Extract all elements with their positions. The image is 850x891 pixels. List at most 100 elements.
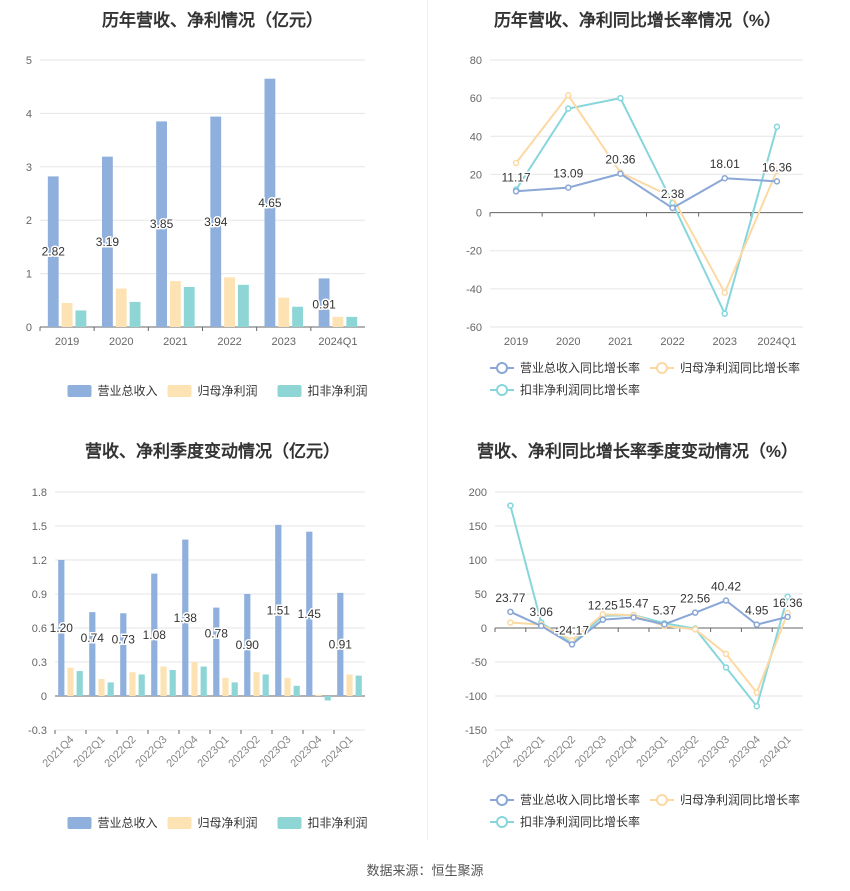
data-point [773,178,781,185]
data-point [669,204,676,212]
legend-label: 扣非净利润同比增长率 [520,382,640,397]
bar [129,672,136,696]
bar [264,78,276,327]
y-tick-label: -100 [465,691,487,703]
bar [58,560,65,696]
y-tick-label: -60 [466,322,482,334]
chart-title: 历年营收、净利情况（亿元） [102,11,323,30]
data-point [753,689,761,696]
y-tick-label: 1.2 [32,555,47,567]
bar [138,674,145,696]
x-tick-label: 2020 [556,336,580,348]
data-label: 0.73 [112,632,136,646]
bar [355,675,362,696]
legend-marker [496,794,508,806]
bar [67,667,74,696]
x-tick-label: 2023Q4 [727,734,763,770]
legend-swatch [167,817,192,829]
data-label: 4.95 [745,604,769,618]
y-tick-label: 0.3 [32,657,47,669]
y-tick-label: 4 [26,108,32,120]
data-label: 0.91 [329,637,353,651]
legend-marker [496,816,508,828]
legend-swatch [167,385,192,397]
data-point [617,94,624,102]
series-line [510,612,789,695]
data-label: 4.65 [258,196,282,210]
bar [76,671,83,696]
data-point [507,619,514,626]
x-tick-label: 2022Q4 [164,734,200,770]
legend-swatch [277,385,302,397]
x-tick-label: 2023 [713,336,737,348]
x-tick-label: 2023Q2 [665,734,701,770]
data-label: 23.77 [495,591,525,605]
data-label: 15.47 [619,596,649,610]
x-tick-label: 2022Q1 [71,734,107,770]
x-tick-label: 2023Q4 [288,734,324,770]
bar [231,682,238,696]
bar [169,669,176,696]
data-label: 22.56 [680,592,710,606]
legend-label: 归母净利润 [198,384,258,398]
y-tick-label: 60 [470,93,482,105]
bar [337,592,344,696]
y-tick-label: -50 [471,657,487,669]
data-point [568,641,576,648]
bar [332,316,344,327]
data-point [722,664,730,671]
bar [182,539,189,696]
legend-label: 营业总收入 [98,816,158,830]
data-label: 16.36 [773,596,803,610]
data-point [691,626,699,633]
chart-title: 营收、净利季度变动情况（亿元） [85,442,340,461]
legend-marker [656,794,668,806]
bar [160,666,167,696]
x-tick-label: 2024Q1 [758,734,794,770]
annual-revenue-profit-panel: 历年营收、净利情况（亿元） 0 1 2 3 4 5 2019 2020 2021 2022 2023… [0,0,425,410]
y-tick-label: 0.9 [32,589,47,601]
legend-label: 归母净利润 [198,816,258,830]
y-tick-label: -20 [466,246,482,258]
bar [275,524,282,696]
data-point [669,194,676,201]
quarterly-revenue-profit-chart: -0.300.30.60.91.21.51.82021Q42022Q12022Q… [28,487,367,830]
series-line [509,599,788,646]
data-point [722,597,730,604]
x-tick-label: 2022 [217,336,241,348]
bar [292,306,303,327]
legend-marker [496,362,508,374]
bar [151,573,158,696]
data-point [565,184,572,191]
x-tick-label: 2023Q1 [195,734,231,770]
data-point [691,609,699,616]
bar [262,674,269,696]
x-tick-label: 2022Q3 [573,734,609,770]
x-tick-label: 2023 [272,336,296,348]
data-source-footer: 数据来源：恒生聚源 [366,863,484,878]
bar [156,121,167,327]
legend-label: 营业总收入同比增长率 [520,360,640,375]
data-point [565,92,572,99]
x-tick-label: 2019 [55,336,79,348]
x-tick-label: 2021 [608,336,632,348]
data-label: 3.85 [150,217,174,231]
bar [224,277,235,327]
bar [191,662,198,696]
data-label: 3.06 [530,605,554,619]
bar [278,297,290,327]
bar [183,286,195,327]
series-line [515,93,778,295]
bar [120,613,127,696]
x-tick-label: 2023Q3 [696,734,732,770]
data-point [507,608,514,616]
bar [170,281,181,327]
data-label: 18.01 [710,157,740,171]
data-point [721,289,728,296]
series-line [516,172,777,210]
bar [210,116,222,327]
legend-label: 归母净利润同比增长率 [680,792,800,807]
data-point [773,123,781,130]
y-tick-label: 5 [26,55,32,67]
data-point [599,616,607,623]
